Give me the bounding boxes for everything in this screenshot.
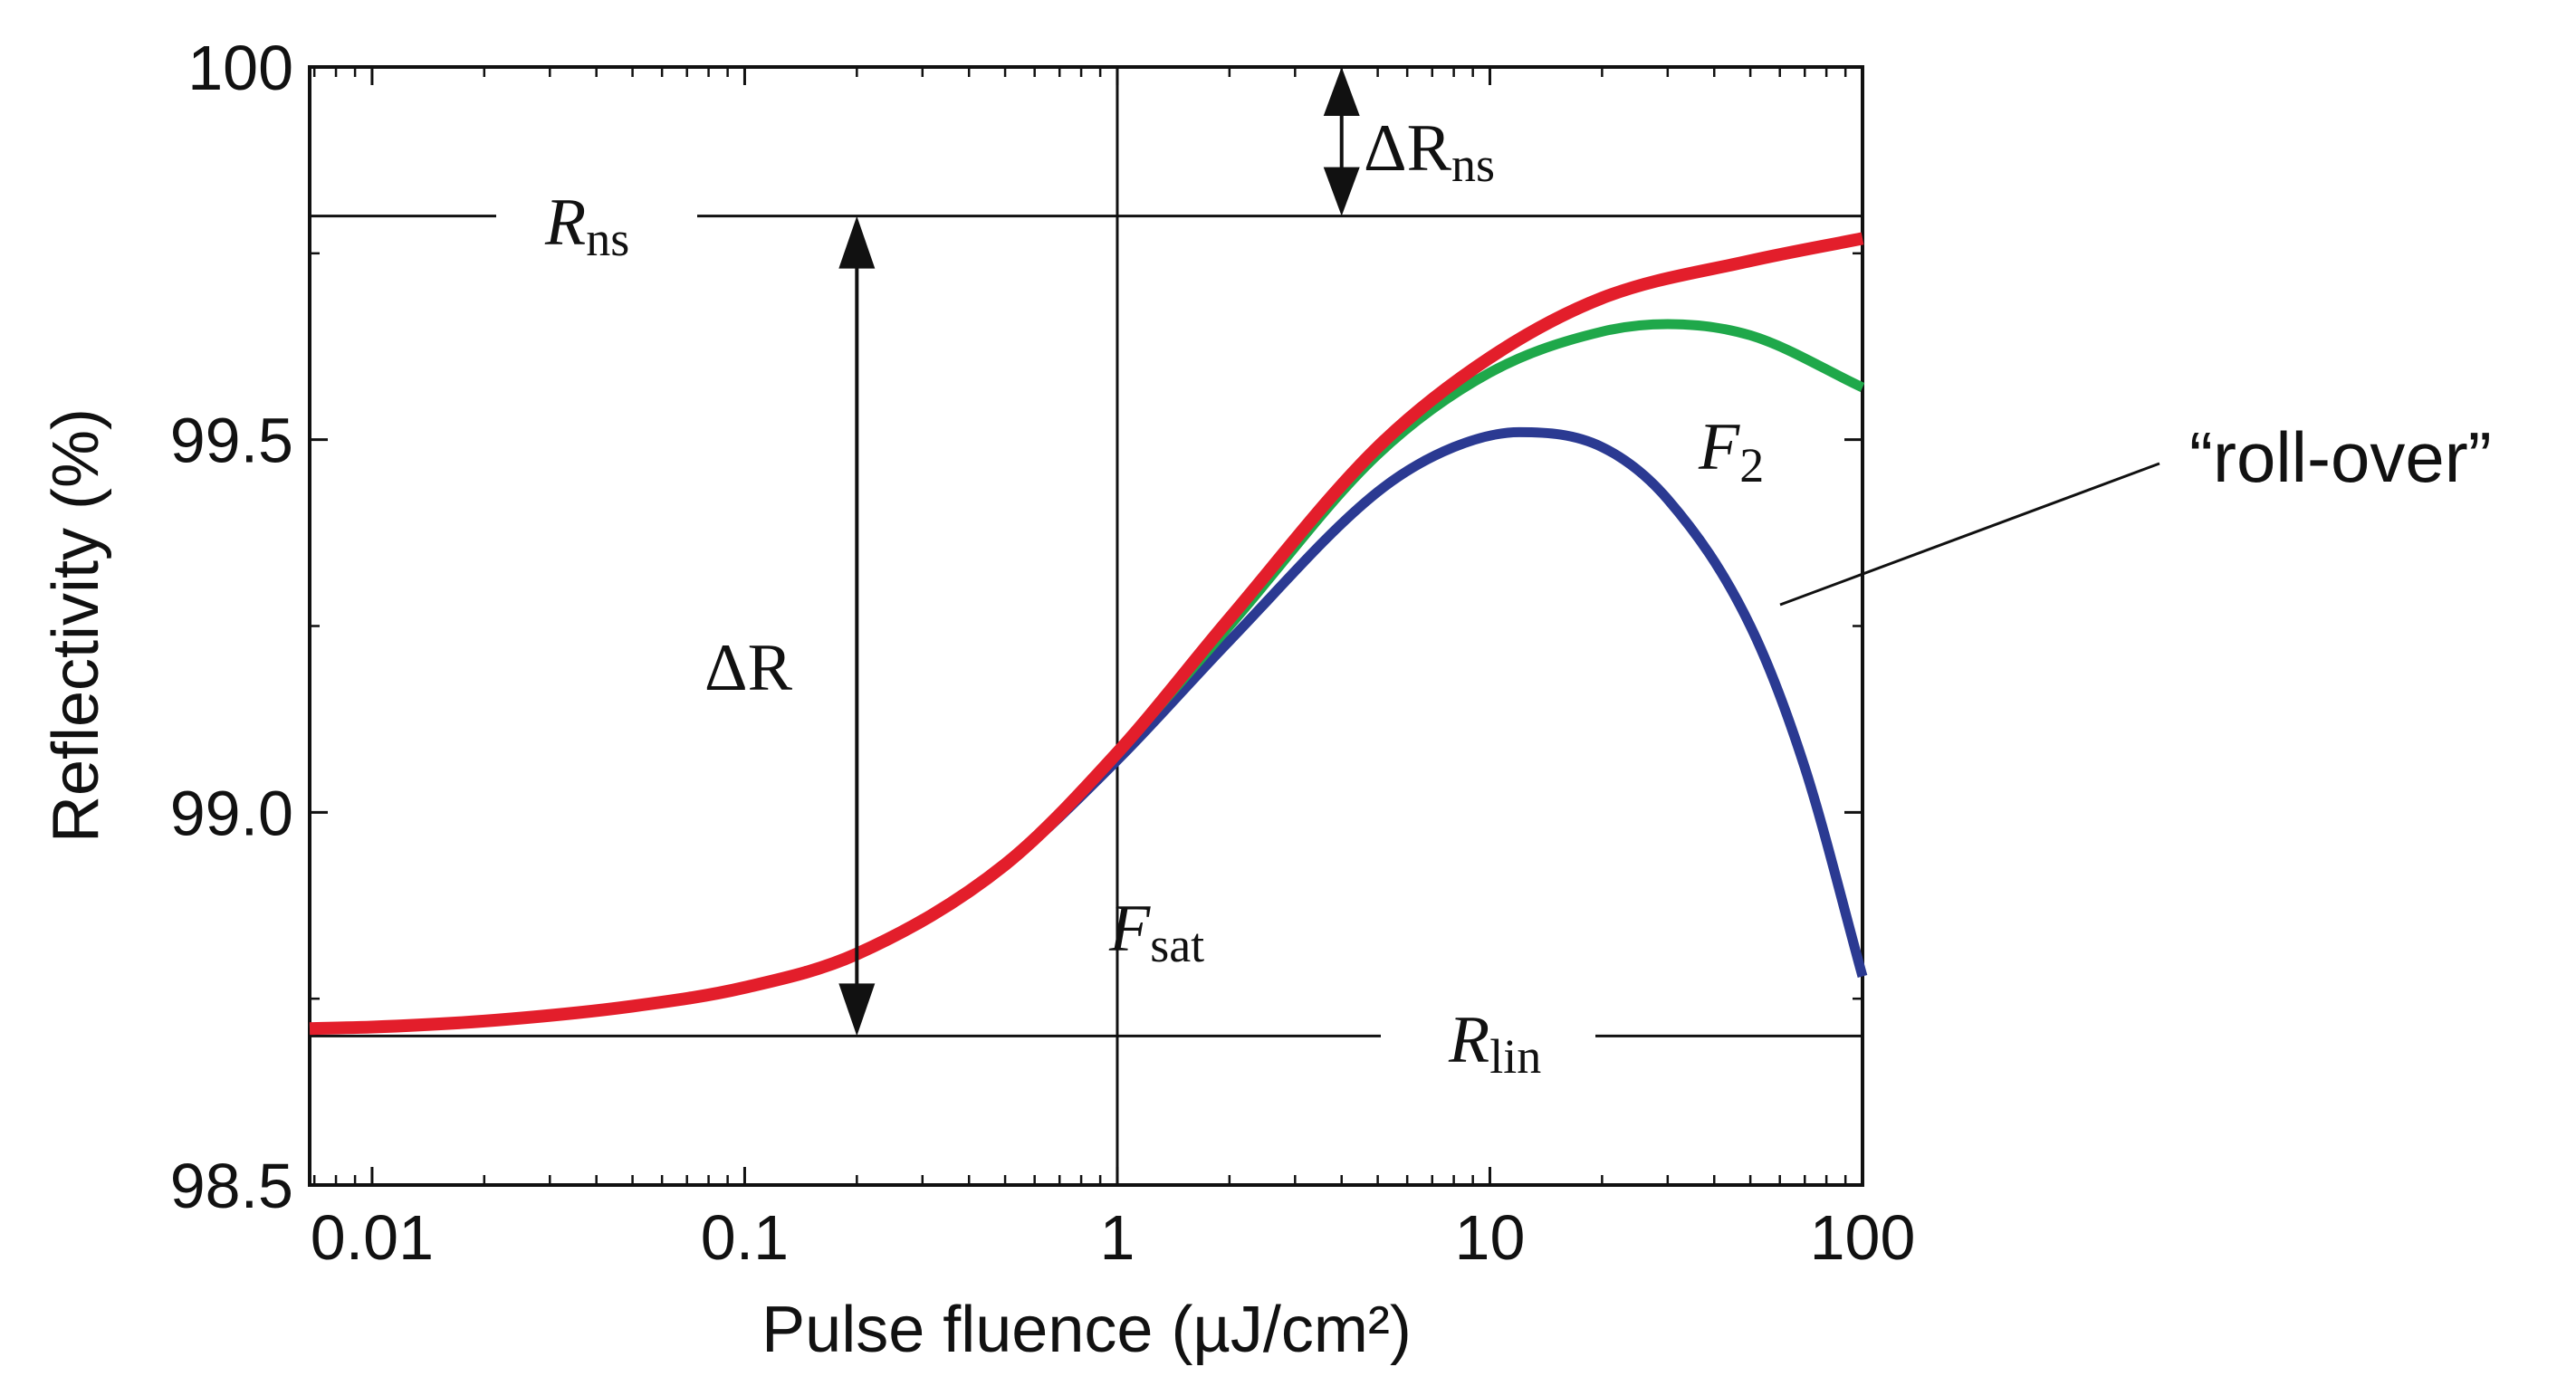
x-tick-label: 0.01 [311, 1202, 434, 1273]
x-tick-label: 10 [1455, 1202, 1526, 1273]
delta-r-arrow-head-down [838, 983, 876, 1037]
arrows [838, 67, 1360, 1037]
r-ns-letter: R [544, 186, 586, 260]
roll-over-pointer [1779, 462, 2160, 607]
f-sat-letter: F [1108, 892, 1151, 966]
f2-sub: 2 [1739, 438, 1764, 492]
delta-r-ns-label: ΔRns [1364, 111, 1495, 192]
axis-ticks: 0.01 0.1 1 10 100 98.5 99.0 99.5 100 [170, 33, 1916, 1273]
r-ns-sub: ns [586, 212, 629, 266]
x-tick-label: 1 [1099, 1202, 1135, 1273]
r-lin-sub: lin [1489, 1029, 1541, 1084]
f2-label: F2 [1698, 410, 1764, 492]
x-axis-title: Pulse fluence (µJ/cm²) [761, 1294, 1412, 1366]
roll-over-label: “roll-over” [2189, 417, 2492, 497]
green-series-line [309, 319, 1865, 1034]
delta-r-ns-arrow-head-up [1323, 67, 1360, 116]
f2-letter: F [1698, 410, 1740, 484]
y-tick-label: 100 [187, 33, 293, 103]
delta-r-text: ΔR [704, 631, 793, 705]
y-axis-title: Reflectivity (%) [40, 408, 112, 843]
y-tick-label: 99.0 [170, 778, 293, 848]
y-tick-label: 98.5 [170, 1151, 293, 1221]
data-series [309, 232, 1868, 1036]
reference-lines [310, 67, 1863, 1185]
blue-series-line [309, 426, 1868, 1034]
x-tick-label: 0.1 [701, 1202, 789, 1273]
delta-r-ns-text: ΔR [1364, 111, 1452, 186]
r-lin-label: Rlin [1448, 1003, 1541, 1084]
delta-r-ns-arrow-head-down [1323, 167, 1360, 216]
y-tick-label: 99.5 [170, 406, 293, 476]
delta-r-ns-sub: ns [1451, 138, 1495, 192]
r-ns-label: Rns [544, 186, 629, 266]
r-lin-letter: R [1448, 1003, 1489, 1077]
f-sat-label: Fsat [1108, 892, 1204, 972]
f-sat-sub: sat [1150, 918, 1204, 972]
x-tick-label: 100 [1810, 1202, 1916, 1273]
delta-r-arrow-head-up [838, 215, 876, 269]
red-series-line [309, 232, 1864, 1036]
delta-r-label: ΔR [704, 631, 793, 705]
